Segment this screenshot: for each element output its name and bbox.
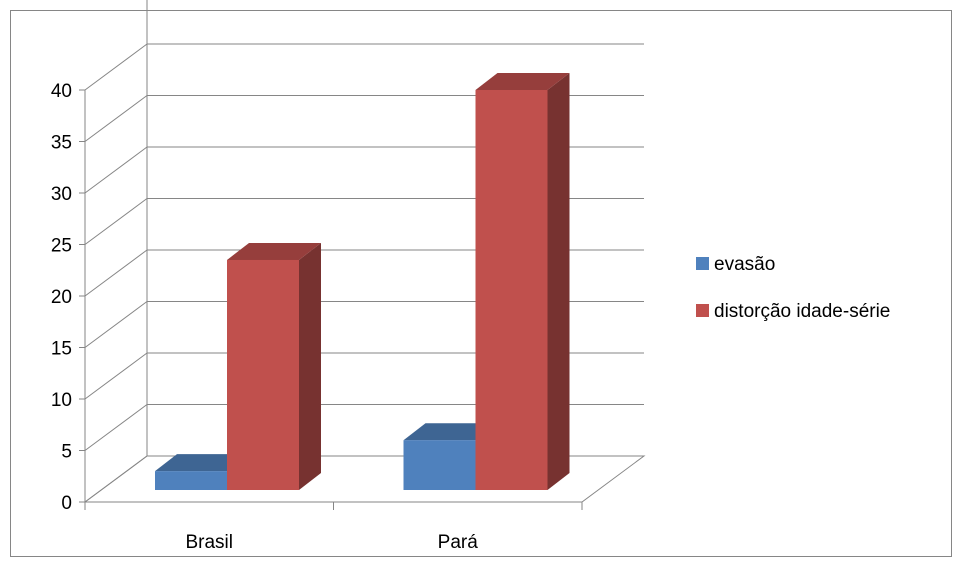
legend-swatch	[696, 304, 709, 317]
x-tick-labels: Brasil Pará	[185, 532, 478, 553]
y-tick-label: 5	[61, 442, 72, 463]
legend-label: evasão	[714, 254, 775, 275]
y-tick-label: 40	[51, 81, 72, 102]
bar-top	[155, 454, 249, 472]
y-tick-label: 30	[51, 184, 72, 205]
y-tick-labels: 0 5 10 15 20 25 30 35 40	[51, 81, 72, 514]
legend-swatch	[696, 257, 709, 270]
bar-top	[475, 73, 570, 90]
axes	[79, 89, 583, 510]
bar-side	[299, 242, 321, 490]
legend: evasão distorção idade-série	[696, 254, 890, 322]
y-tick-label: 35	[51, 133, 72, 154]
bar-front	[227, 259, 299, 490]
bar-front	[155, 471, 227, 490]
bar-1-0	[227, 242, 321, 490]
gridline-diagonal	[84, 198, 148, 245]
x-tick-label: Brasil	[185, 532, 233, 553]
gridline-diagonal	[84, 249, 148, 297]
bar-top	[403, 423, 498, 441]
gridline-diagonal	[84, 301, 148, 348]
y-tick-label: 20	[51, 287, 72, 308]
bars	[155, 73, 570, 490]
bar-top	[227, 242, 321, 260]
x-tick-label: Pará	[438, 532, 479, 553]
gridline-diagonal	[84, 43, 148, 91]
y-tick-label: 10	[51, 390, 72, 411]
bar-front	[475, 90, 548, 490]
gridline-diagonal	[84, 455, 148, 503]
y-tick-label: 25	[51, 236, 72, 257]
bar-side	[547, 73, 570, 490]
gridline-diagonal	[84, 146, 148, 194]
bar-1-1	[475, 73, 570, 490]
y-tick-label: 15	[51, 339, 72, 360]
gridline-diagonal	[84, 95, 148, 142]
y-tick-label: 0	[61, 493, 72, 514]
gridline-diagonal	[84, 404, 148, 451]
gridline-diagonal	[84, 352, 148, 400]
legend-label: distorção idade-série	[714, 301, 890, 322]
bar-front	[403, 440, 476, 490]
